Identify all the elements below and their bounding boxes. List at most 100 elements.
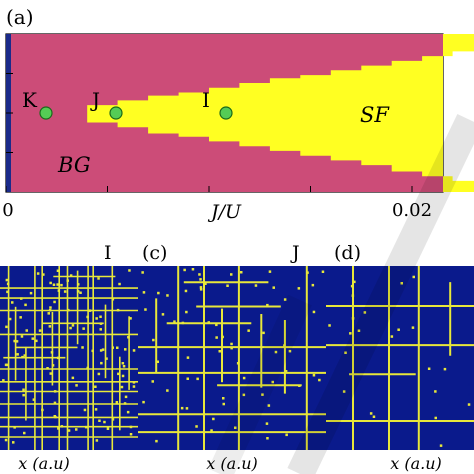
map-dot: [210, 429, 213, 432]
map-dot: [57, 289, 61, 292]
map-dot: [51, 364, 55, 367]
map-dot: [71, 376, 75, 380]
map-dot: [397, 328, 400, 331]
map-panel-i: I x (a.u): [0, 242, 138, 473]
map-dot: [22, 393, 25, 397]
map-dot: [443, 367, 447, 371]
map-dot: [38, 329, 42, 332]
map-dot: [328, 324, 331, 327]
map-dot: [306, 271, 309, 274]
map-dot: [274, 350, 278, 354]
map-dot: [42, 273, 45, 276]
map-dot: [349, 332, 352, 335]
map-dot: [215, 336, 218, 339]
map-dot: [60, 283, 63, 287]
x-tick-label-0: 0: [2, 200, 13, 221]
map-dot: [230, 273, 233, 276]
map-dot: [83, 408, 87, 412]
map-dot: [350, 284, 354, 288]
map-dot: [254, 284, 258, 287]
map-dot: [400, 282, 403, 285]
map-dot: [261, 393, 264, 396]
region-label-bg: BG: [57, 153, 91, 177]
map-dot: [369, 412, 373, 415]
map-dot: [357, 329, 361, 332]
map-dot: [116, 308, 120, 312]
map-panel-c-xlabel: x (a.u): [206, 454, 258, 473]
map-dot: [111, 346, 114, 349]
map-dot: [196, 377, 199, 381]
map-dot: [32, 398, 36, 401]
map-dot: [298, 384, 301, 387]
map-dot: [69, 326, 72, 330]
map-dot: [351, 294, 355, 297]
map-dot: [75, 384, 78, 387]
map-dot: [427, 367, 431, 370]
map-dot: [71, 324, 75, 327]
map-dot: [25, 329, 28, 332]
map-dot: [82, 327, 85, 330]
map-dot: [5, 278, 9, 282]
map-dot: [56, 356, 60, 360]
map-dot: [111, 298, 115, 301]
map-dot: [242, 393, 246, 397]
map-dot: [21, 355, 24, 359]
map-dot: [98, 419, 101, 422]
map-dot: [56, 283, 59, 286]
phase-regions: [6, 34, 474, 192]
map-dot: [124, 348, 127, 351]
map-dot: [105, 357, 108, 360]
map-dot: [116, 346, 119, 349]
map-dot: [234, 426, 237, 429]
map-dot: [199, 286, 203, 289]
map-dot: [363, 311, 367, 314]
map-dot: [121, 374, 125, 378]
map-dot: [152, 338, 155, 342]
map-dot: [86, 315, 89, 319]
map-dot: [97, 372, 101, 376]
map-dot: [142, 400, 145, 404]
map-dot: [76, 290, 80, 293]
map-dot: [57, 427, 60, 430]
phase-point-j: [109, 106, 123, 120]
map-dot: [157, 291, 160, 295]
x-tick-label-002: 0.02: [392, 200, 432, 221]
map-dot: [267, 404, 271, 407]
map-dot: [129, 425, 133, 429]
map-dot: [198, 273, 201, 276]
map-dot: [60, 425, 64, 428]
map-dot: [128, 269, 131, 272]
map-dot: [173, 320, 176, 323]
map-dot: [312, 310, 316, 314]
map-dot: [342, 390, 346, 393]
map-dot: [53, 300, 56, 304]
map-dot: [124, 395, 128, 399]
map-dot: [120, 385, 124, 389]
map-dot: [48, 325, 52, 328]
map-dot: [100, 361, 103, 365]
map-panel-d-xlabel: x (a.u): [390, 454, 442, 473]
map-dot: [13, 339, 16, 343]
map-dot: [180, 406, 184, 410]
phase-point-i: [219, 106, 233, 120]
map-dot: [288, 349, 292, 353]
map-dot: [35, 339, 38, 343]
map-dot: [88, 309, 92, 312]
map-dot: [166, 389, 169, 392]
map-dot: [122, 365, 126, 368]
map-dot: [155, 439, 158, 443]
phase-point-label-j: J: [90, 88, 100, 112]
map-dot: [181, 321, 185, 325]
map-dot: [185, 310, 188, 314]
map-dot: [41, 408, 44, 412]
map-dot: [230, 342, 233, 346]
map-dot: [226, 284, 229, 287]
map-dot: [204, 282, 207, 285]
map-dot: [266, 437, 269, 440]
map-dot: [129, 433, 133, 436]
map-dot: [218, 350, 221, 353]
map-dot: [36, 272, 40, 275]
map-dot: [95, 317, 98, 320]
